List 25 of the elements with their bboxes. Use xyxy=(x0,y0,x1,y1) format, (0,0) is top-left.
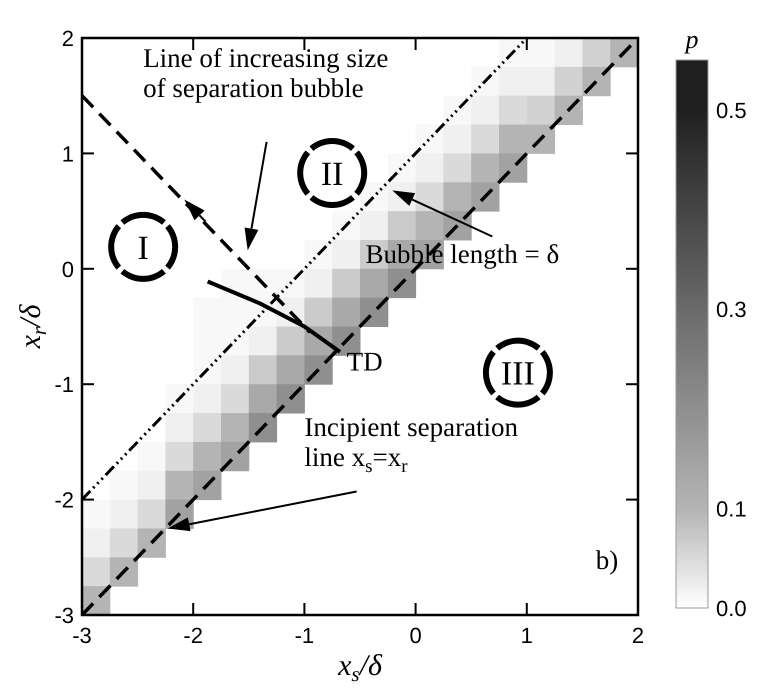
y-tick-label: 2 xyxy=(62,26,74,51)
x-tick-label: 1 xyxy=(520,623,533,648)
x-tick-label: 2 xyxy=(632,623,644,648)
color-bar-label: 0.5 xyxy=(716,98,747,123)
annotation: Bubble length = δ xyxy=(366,239,560,270)
x-axis-title: x$_{s}$/δ xyxy=(337,649,383,686)
annotation: II xyxy=(320,156,344,194)
y-tick-label: 0 xyxy=(62,256,74,282)
y-tick-label: -2 xyxy=(54,488,74,513)
color-bar-label: 0.1 xyxy=(716,496,747,522)
annotation: b) xyxy=(596,544,618,575)
x-tick-label: 0 xyxy=(409,623,422,648)
color-bar-label: 0.3 xyxy=(716,297,747,322)
x-tick-label: -2 xyxy=(183,623,203,648)
annotation: TD xyxy=(346,346,383,376)
annotation: I xyxy=(137,230,149,267)
annotation: Line of increasing size of separation bubble xyxy=(143,42,388,103)
y-tick-label: -1 xyxy=(54,372,74,398)
color-bar-label: 0.0 xyxy=(716,596,747,621)
annotation: III xyxy=(500,356,535,393)
x-tick-label: -1 xyxy=(294,623,314,648)
color-bar-title: p xyxy=(684,25,698,54)
y-tick-label: 1 xyxy=(62,141,74,166)
annotation: Incipient separation line x$_{s}$=x$_{r}$ xyxy=(304,412,519,477)
y-tick-label: -3 xyxy=(54,603,74,628)
